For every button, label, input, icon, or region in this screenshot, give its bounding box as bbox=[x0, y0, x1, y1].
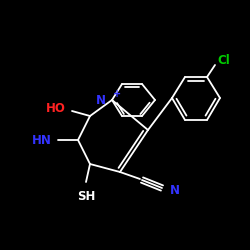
Text: N: N bbox=[170, 184, 180, 198]
Text: N: N bbox=[96, 94, 106, 106]
Text: +: + bbox=[113, 89, 121, 99]
Text: SH: SH bbox=[77, 190, 95, 203]
Text: Cl: Cl bbox=[217, 54, 230, 68]
Text: HN: HN bbox=[32, 134, 52, 146]
Text: HO: HO bbox=[46, 102, 66, 114]
